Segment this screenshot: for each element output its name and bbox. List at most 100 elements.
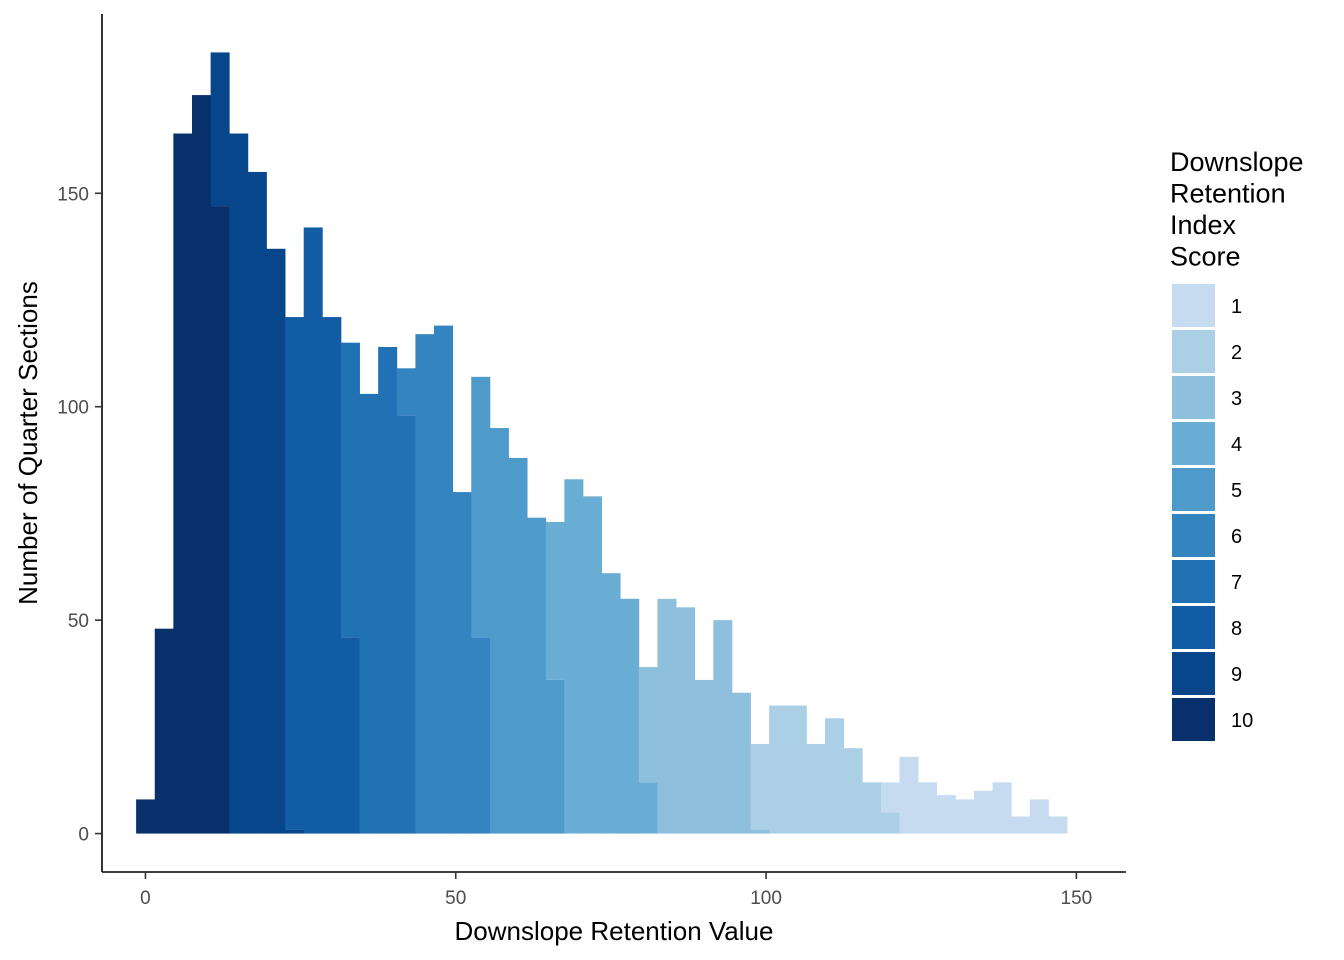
histogram-bar-segment <box>471 637 491 834</box>
histogram-bar-segment <box>415 334 435 834</box>
histogram-bar-segment <box>396 368 416 416</box>
histogram-bar-segment <box>285 317 305 830</box>
histogram-bar-segment <box>936 795 956 834</box>
histogram-bar-segment <box>843 748 863 834</box>
histogram-bar-segment <box>545 679 565 834</box>
histogram-bar-segment <box>564 479 584 834</box>
histogram-bar-segment <box>918 782 938 834</box>
histogram-bar-segment <box>154 628 174 834</box>
legend-key-swatch <box>1172 330 1215 373</box>
legend-key-swatch <box>1172 422 1215 465</box>
legend-keys: 1 2 3 4 5 6 7 8 9 10 <box>1172 284 1253 741</box>
histogram-bar-segment <box>713 620 733 834</box>
histogram-bar-segment <box>769 705 789 834</box>
histogram-bar-segment <box>452 492 472 834</box>
histogram-bar-segment <box>1011 816 1031 834</box>
legend-key-label: 5 <box>1231 480 1242 502</box>
x-tick-label: 50 <box>445 888 466 909</box>
legend-key-swatch <box>1172 514 1215 557</box>
histogram-bar-segment <box>136 799 156 834</box>
histogram-bar-segment <box>880 782 900 813</box>
histogram-bar-segment <box>601 573 621 834</box>
histogram-bar-segment <box>210 52 230 207</box>
histogram-bar-segment <box>229 133 249 834</box>
histogram-bar-segment <box>191 95 212 834</box>
legend-key-label: 4 <box>1231 434 1242 456</box>
y-axis-title: Number of Quarter Sections <box>13 281 43 605</box>
histogram-bar-segment <box>340 342 360 638</box>
histogram-bar-segment <box>471 376 491 638</box>
histogram-bar-segment <box>676 607 696 834</box>
legend-title-line: Retention <box>1170 179 1286 209</box>
histogram-bar-segment <box>340 637 360 834</box>
x-axis-ticks: 0 50 100 150 <box>140 872 1092 909</box>
histogram-bar-segment <box>1029 799 1049 834</box>
histogram-bar-segment <box>378 346 398 834</box>
histogram-bar-segment <box>750 829 770 834</box>
histogram-bar-segment <box>1048 816 1068 834</box>
histogram-bar-segment <box>638 782 658 834</box>
histogram-bar-segment <box>992 782 1012 834</box>
histogram-bar-segment <box>620 598 640 834</box>
histogram-bar-segment <box>806 743 826 834</box>
histogram-bar-segment <box>955 799 975 834</box>
x-axis-title: Downslope Retention Value <box>455 916 774 946</box>
histogram-bar-segment <box>247 171 267 834</box>
legend-key-label: 3 <box>1231 388 1242 410</box>
histogram-bars <box>136 52 1068 834</box>
legend-key-label: 6 <box>1231 526 1242 548</box>
histogram-bar-segment <box>694 679 714 834</box>
histogram-bar-segment <box>880 812 900 834</box>
y-tick-label: 50 <box>68 611 89 632</box>
histogram-bar-segment <box>396 415 416 834</box>
x-tick-label: 0 <box>140 888 151 909</box>
y-tick-label: 150 <box>57 184 89 205</box>
legend-key-swatch <box>1172 376 1215 419</box>
histogram-bar-segment <box>899 756 919 834</box>
histogram-bar-segment <box>973 790 993 834</box>
histogram-bar-segment <box>322 317 342 834</box>
legend-key-swatch <box>1172 284 1215 327</box>
histogram-bar-segment <box>825 718 845 834</box>
histogram-bar-segment <box>173 133 193 834</box>
y-tick-label: 100 <box>57 398 89 419</box>
histogram-bar-segment <box>285 829 305 834</box>
histogram-bar-segment <box>862 782 882 834</box>
histogram-bar-segment <box>750 743 770 830</box>
legend-key-swatch <box>1172 560 1215 603</box>
histogram-bar-segment <box>582 496 602 834</box>
legend-key-label: 9 <box>1231 664 1242 686</box>
histogram-bar-segment <box>657 598 677 834</box>
histogram-bar-segment <box>731 692 751 834</box>
legend-key-label: 2 <box>1231 342 1242 364</box>
legend-key-label: 8 <box>1231 618 1242 640</box>
histogram-bar-segment <box>787 705 807 834</box>
histogram-bar-segment <box>489 428 509 834</box>
legend-key-label: 7 <box>1231 572 1242 594</box>
legend-key-label: 10 <box>1231 710 1253 732</box>
legend-key-swatch <box>1172 698 1215 741</box>
histogram-bar-segment <box>303 227 323 834</box>
histogram-bar-segment <box>545 521 565 680</box>
x-tick-label: 100 <box>750 888 782 909</box>
legend-key-label: 1 <box>1231 296 1242 318</box>
histogram-bar-segment <box>434 325 454 834</box>
histogram-bar-segment <box>359 393 379 834</box>
x-tick-label: 150 <box>1061 888 1093 909</box>
histogram-bar-segment <box>266 248 286 834</box>
legend-key-swatch <box>1172 606 1215 649</box>
histogram-bar-segment <box>638 667 658 783</box>
legend-title-line: Downslope <box>1170 147 1304 177</box>
histogram-bar-segment <box>527 517 547 834</box>
legend-key-swatch <box>1172 468 1215 511</box>
histogram-bar-segment <box>508 457 528 834</box>
legend-key-swatch <box>1172 652 1215 695</box>
y-tick-label: 0 <box>78 825 89 846</box>
legend-title-line: Index <box>1170 210 1237 240</box>
histogram-bar-segment <box>210 206 230 834</box>
legend-title-line: Score <box>1170 242 1241 272</box>
y-axis-ticks: 0 50 100 150 <box>57 184 102 846</box>
